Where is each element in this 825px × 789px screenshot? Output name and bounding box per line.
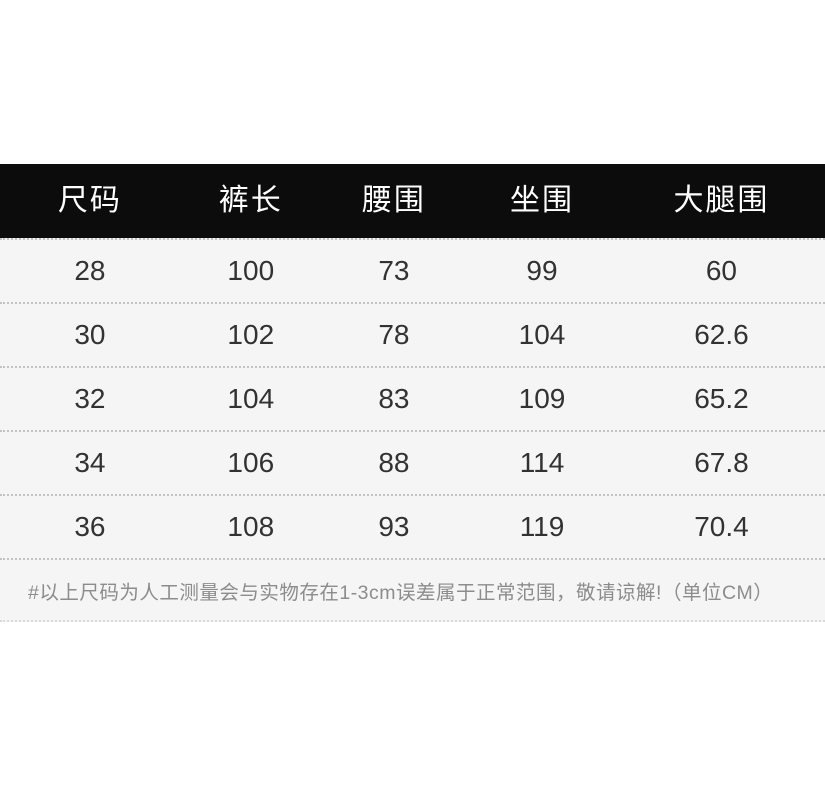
table-cell: 30 xyxy=(74,319,106,350)
table-cell: 65.2 xyxy=(694,383,749,414)
table-cell: 114 xyxy=(519,447,565,478)
table-cell: 36 xyxy=(74,511,106,542)
table-cell: 34 xyxy=(74,447,106,478)
table-cell: 60 xyxy=(705,255,738,286)
column-header-thigh: 大腿围 xyxy=(673,184,770,217)
table-cell: 102 xyxy=(227,319,275,350)
table-cell: 62.6 xyxy=(694,319,749,350)
table-row-size-32: 32 104 83 109 65.2 xyxy=(0,366,825,430)
column-header-hip: 坐围 xyxy=(510,184,574,217)
table-cell: 100 xyxy=(227,255,275,286)
table-cell: 104 xyxy=(227,383,275,414)
table-cell: 28 xyxy=(74,255,106,286)
column-header-pant-length: 裤长 xyxy=(218,184,283,217)
table-cell: 32 xyxy=(74,383,106,414)
table-cell: 93 xyxy=(378,511,410,542)
table-cell: 67.8 xyxy=(694,447,749,478)
table-row-size-34: 34 106 88 114 67.8 xyxy=(0,430,825,494)
table-cell: 108 xyxy=(227,511,275,542)
measurement-note-text: #以上尺码为人工测量会与实物存在1-3cm误差属于正常范围，敬请谅解!（单位CM… xyxy=(28,581,774,604)
table-cell: 106 xyxy=(227,447,275,478)
table-cell: 83 xyxy=(378,383,410,414)
table-cell: 104 xyxy=(518,319,566,350)
column-header-size: 尺码 xyxy=(57,184,122,217)
table-cell: 109 xyxy=(518,383,566,414)
table-row-size-36: 36 108 93 119 70.4 xyxy=(0,494,825,558)
size-chart-table: 尺码 裤长 腰围 坐围 大腿围 28 100 73 99 60 30 102 7… xyxy=(0,164,825,622)
table-cell: 73 xyxy=(378,255,410,286)
table-cell: 119 xyxy=(519,511,565,542)
table-header-row: 尺码 裤长 腰围 坐围 大腿围 xyxy=(0,164,825,238)
table-row-size-28: 28 100 73 99 60 xyxy=(0,238,825,302)
table-cell: 70.4 xyxy=(694,511,749,542)
table-cell: 99 xyxy=(526,255,558,286)
table-cell: 78 xyxy=(378,319,410,350)
table-cell: 88 xyxy=(378,447,410,478)
table-row-size-30: 30 102 78 104 62.6 xyxy=(0,302,825,366)
measurement-note-row: #以上尺码为人工测量会与实物存在1-3cm误差属于正常范围，敬请谅解!（单位CM… xyxy=(0,558,825,622)
column-header-waist: 腰围 xyxy=(361,184,426,217)
